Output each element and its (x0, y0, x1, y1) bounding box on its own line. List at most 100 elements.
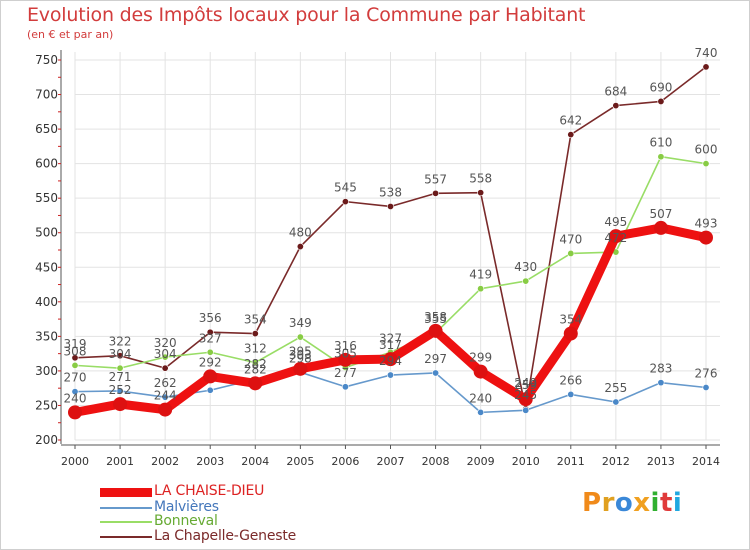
legend-label-la-chapelle-geneste: La Chapelle-Geneste (154, 528, 297, 544)
x-tick-label: 2004 (241, 455, 269, 468)
data-point-la-chapelle-geneste (612, 102, 620, 110)
x-tick-label: 2008 (422, 455, 450, 468)
data-label-la-chaise-dieu: 292 (199, 355, 222, 369)
data-point-bonneval (161, 353, 169, 361)
data-label-extra: 249 (514, 376, 537, 390)
y-tick-label: 600 (35, 157, 58, 171)
data-label-malvi-res: 266 (559, 373, 582, 387)
y-tick-label: 400 (35, 295, 58, 309)
data-point-la-chapelle-geneste (206, 328, 214, 336)
data-point-bonneval (477, 285, 485, 293)
data-point-la-chaise-dieu (518, 392, 533, 407)
data-point-la-chaise-dieu (248, 376, 263, 391)
data-point-malvi-res (341, 383, 349, 391)
data-point-malvi-res (657, 379, 665, 387)
data-point-malvi-res (116, 387, 124, 395)
data-point-la-chapelle-geneste (251, 330, 259, 338)
y-tick-label: 350 (35, 329, 58, 343)
data-point-bonneval (702, 160, 710, 168)
data-label-la-chaise-dieu: 240 (64, 391, 87, 405)
y-tick-label: 500 (35, 226, 58, 240)
data-label-malvi-res: 255 (604, 381, 627, 395)
logo-letter: t (659, 488, 673, 518)
data-point-malvi-res (522, 406, 530, 414)
logo-letter: i (650, 488, 660, 518)
data-label-bonneval: 320 (154, 336, 177, 350)
legend-label-malvieres: Malvières (154, 499, 219, 515)
legend-swatch-bonneval (100, 521, 152, 523)
data-label-la-chaise-dieu: 316 (334, 339, 357, 353)
data-point-bonneval (657, 153, 665, 161)
legend-swatch-la-chaise-dieu (100, 487, 152, 497)
data-point-la-chaise-dieu (293, 361, 308, 376)
series (68, 63, 713, 420)
data-label-bonneval: 610 (649, 136, 672, 150)
data-label-bonneval: 472 (604, 231, 627, 245)
y-tick-label: 750 (35, 53, 58, 67)
x-tick-label: 2010 (512, 455, 540, 468)
y-tick-label: 550 (35, 191, 58, 205)
x-tick-label: 2012 (602, 455, 630, 468)
data-label-la-chapelle-geneste: 354 (244, 313, 267, 327)
data-point-la-chapelle-geneste (702, 63, 710, 71)
data-point-bonneval (116, 364, 124, 372)
data-label-la-chapelle-geneste: 356 (199, 311, 222, 325)
logo-letter: r (601, 488, 615, 518)
data-label-bonneval: 430 (514, 260, 537, 274)
y-tick-label: 450 (35, 260, 58, 274)
data-label-la-chaise-dieu: 495 (604, 215, 627, 229)
x-tick-label: 2001 (106, 455, 134, 468)
data-point-malvi-res (477, 408, 485, 416)
data-label-la-chaise-dieu: 317 (379, 338, 402, 352)
data-label-malvi-res: 262 (154, 376, 177, 390)
y-tick-label: 700 (35, 88, 58, 102)
x-tick-label: 2006 (331, 455, 359, 468)
data-point-bonneval (251, 359, 259, 367)
data-point-bonneval (296, 333, 304, 341)
data-label-malvi-res: 277 (334, 366, 357, 380)
data-label-malvi-res: 283 (649, 362, 672, 376)
data-label-la-chapelle-geneste: 538 (379, 185, 402, 199)
data-label-extra: 295 (289, 344, 312, 358)
data-label-la-chapelle-geneste: 319 (64, 337, 87, 351)
data-label-malvi-res: 270 (64, 371, 87, 385)
data-point-la-chaise-dieu (203, 369, 218, 384)
x-tick-label: 2009 (467, 455, 495, 468)
legend-swatch-malvieres (100, 507, 152, 509)
data-point-malvi-res (432, 369, 440, 377)
chart-title: Evolution des Impôts locaux pour la Comm… (27, 4, 586, 26)
data-label-la-chapelle-geneste: 480 (289, 226, 312, 240)
data-point-la-chapelle-geneste (477, 189, 485, 197)
data-point-la-chapelle-geneste (296, 243, 304, 251)
data-label-malvi-res: 297 (424, 352, 447, 366)
data-point-malvi-res (612, 398, 620, 406)
data-point-la-chapelle-geneste (341, 198, 349, 206)
data-label-la-chapelle-geneste: 245 (514, 388, 537, 402)
logo-letter: P (582, 488, 602, 518)
data-point-la-chapelle-geneste (432, 189, 440, 197)
axes: 200 250 300 350 400 450 500 550 600 650 700 750 2000… (35, 50, 720, 468)
data-point-la-chapelle-geneste (71, 354, 79, 362)
x-tick-label: 2003 (196, 455, 224, 468)
data-label-bonneval: 470 (559, 232, 582, 246)
data-point-bonneval (567, 249, 575, 257)
data-point-la-chapelle-geneste (116, 352, 124, 360)
data-label-la-chapelle-geneste: 740 (695, 46, 718, 60)
data-label-la-chapelle-geneste: 322 (109, 335, 132, 349)
data-label-la-chapelle-geneste: 304 (154, 347, 177, 361)
x-tick-label: 2007 (377, 455, 405, 468)
data-label-la-chaise-dieu: 259 (514, 378, 537, 392)
y-tick-label: 650 (35, 122, 58, 136)
data-label-la-chaise-dieu: 493 (695, 217, 718, 231)
x-tick-label: 2013 (647, 455, 675, 468)
data-label-la-chaise-dieu: 303 (289, 348, 312, 362)
data-label-bonneval: 600 (695, 143, 718, 157)
data-label-la-chaise-dieu: 244 (154, 389, 177, 403)
x-tick-label: 2011 (557, 455, 585, 468)
data-point-la-chaise-dieu (383, 352, 398, 367)
chart-subtitle: (en € et par an) (27, 28, 114, 41)
data-point-malvi-res (386, 371, 394, 379)
data-label-extra: 282 (244, 357, 267, 371)
